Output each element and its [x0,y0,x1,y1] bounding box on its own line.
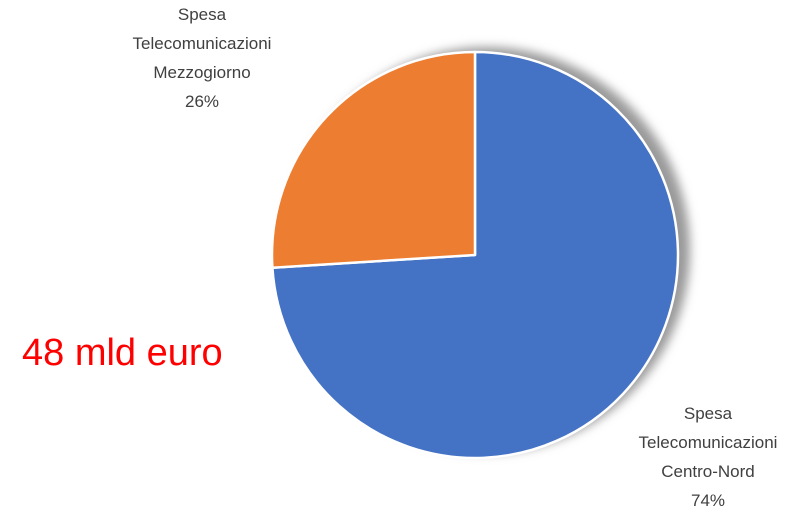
slice-label: Spesa Telecomunicazioni Mezzogiorno [132,5,272,82]
slice-label: Spesa Telecomunicazioni Centro-Nord [638,404,778,481]
slice-value-label: 74% [690,491,726,510]
chart [270,47,690,460]
page: 48 mld euro Spesa Telecomunicazioni Cent… [22,5,778,510]
slice-value-label: 26% [184,92,220,111]
annotation: 48 mld euro [22,332,223,374]
pie-slice [270,50,477,269]
